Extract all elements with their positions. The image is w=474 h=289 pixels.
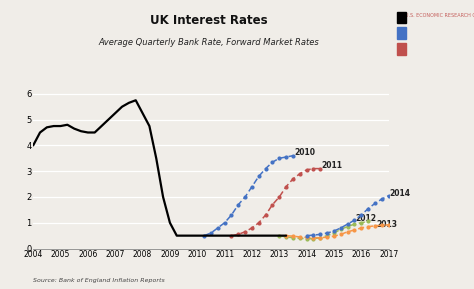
Text: Source: Bank of England Inflation Reports: Source: Bank of England Inflation Report… [33,278,165,283]
Text: 2012: 2012 [356,214,377,223]
Text: 2011: 2011 [322,161,343,170]
Text: UK Interest Rates: UK Interest Rates [150,14,267,27]
Text: Average Quarterly Bank Rate, Forward Market Rates: Average Quarterly Bank Rate, Forward Mar… [98,38,319,47]
Text: U.S. ECONOMIC RESEARCH COUNCIL: U.S. ECONOMIC RESEARCH COUNCIL [405,13,474,18]
Text: 2010: 2010 [294,148,315,157]
Text: 2014: 2014 [389,189,410,198]
Text: 2013: 2013 [376,220,397,229]
